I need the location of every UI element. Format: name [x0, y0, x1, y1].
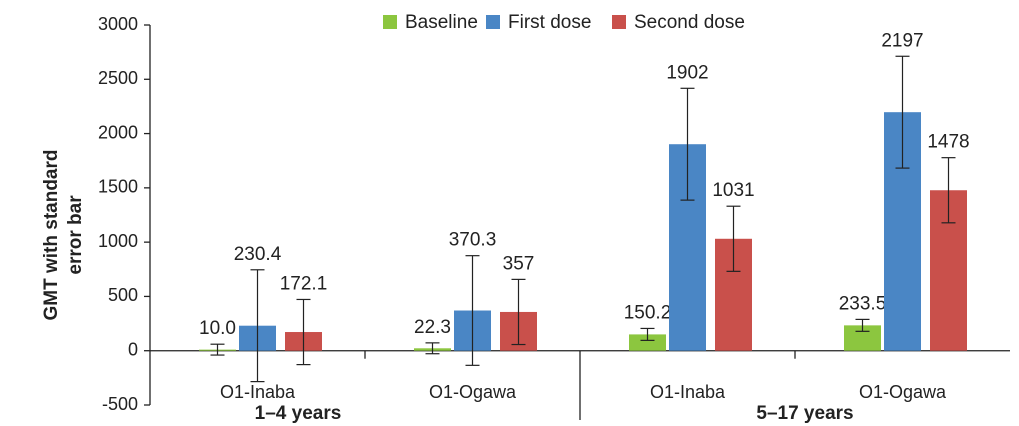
y-axis-label: error bar	[65, 195, 86, 275]
legend-swatch	[383, 15, 397, 29]
data-label: 172.1	[280, 273, 328, 294]
data-label: 150.2	[624, 302, 672, 323]
data-label: 1478	[927, 132, 969, 153]
data-label: 370.3	[449, 230, 497, 251]
data-label: 22.3	[414, 317, 451, 338]
legend-label: First dose	[508, 12, 591, 33]
y-tick-label: 0	[128, 339, 138, 359]
x-tick-label: O1-Ogawa	[859, 382, 947, 402]
y-tick-label: -500	[102, 394, 138, 414]
x-tick-label: O1-Inaba	[650, 382, 726, 402]
data-label: 1902	[666, 62, 708, 83]
group-label: 1–4 years	[255, 403, 342, 424]
data-label: 1031	[712, 180, 754, 201]
y-axis-label: GMT with standard	[41, 150, 62, 321]
y-tick-label: 1500	[98, 177, 138, 197]
legend-label: Second dose	[634, 12, 745, 33]
group-label: 5–17 years	[756, 403, 853, 424]
data-label: 10.0	[199, 318, 236, 339]
y-tick-label: 3000	[98, 14, 138, 34]
legend-label: Baseline	[405, 12, 478, 33]
legend-swatch	[486, 15, 500, 29]
x-tick-label: O1-Inaba	[220, 382, 296, 402]
data-label: 2197	[881, 30, 923, 51]
y-tick-label: 500	[108, 285, 138, 305]
legend-swatch	[612, 15, 626, 29]
data-label: 357	[503, 253, 535, 274]
data-label: 230.4	[234, 244, 282, 265]
bar	[629, 334, 666, 351]
y-tick-label: 2000	[98, 122, 138, 142]
x-tick-label: O1-Ogawa	[429, 382, 517, 402]
data-label: 233.5	[839, 293, 887, 314]
y-tick-label: 2500	[98, 68, 138, 88]
y-tick-label: 1000	[98, 231, 138, 251]
